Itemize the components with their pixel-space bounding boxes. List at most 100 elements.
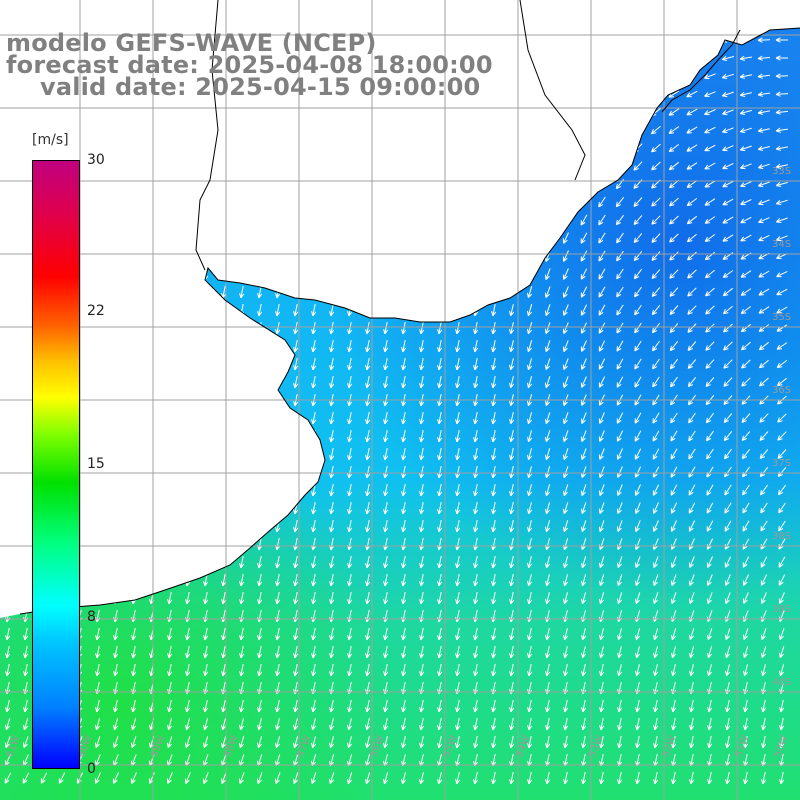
wind-arrow <box>329 250 335 263</box>
wind-arrow <box>473 646 479 659</box>
wind-arrow <box>616 340 624 352</box>
wind-arrow <box>562 250 569 262</box>
wind-arrow <box>437 430 443 443</box>
wind-arrow <box>365 286 371 299</box>
wind-arrow <box>95 178 101 191</box>
wind-arrow <box>760 592 767 604</box>
wind-arrow <box>545 628 551 641</box>
wind-arrow <box>293 250 299 263</box>
wind-arrow <box>221 412 227 425</box>
wind-arrow <box>365 412 371 425</box>
wind-arrow <box>545 645 551 659</box>
wind-arrow <box>562 304 569 316</box>
wind-arrow <box>131 664 137 677</box>
wind-arrow <box>598 448 605 460</box>
wind-arrow <box>23 250 29 263</box>
wind-arrow <box>275 699 281 713</box>
wind-arrow <box>599 718 605 731</box>
wind-arrow <box>23 322 29 335</box>
wind-arrow <box>383 502 389 515</box>
wind-arrow <box>365 772 371 785</box>
wind-arrow <box>5 160 11 173</box>
wind-arrow <box>95 628 101 641</box>
wind-arrow <box>275 556 281 569</box>
wind-arrow <box>653 646 659 659</box>
wind-arrow <box>275 196 281 209</box>
wind-arrow <box>23 466 29 479</box>
wind-arrow <box>634 322 642 334</box>
wind-arrow <box>491 232 497 245</box>
wind-arrow <box>437 304 443 317</box>
wind-arrow <box>617 646 623 659</box>
wind-arrow <box>580 304 588 316</box>
wind-arrow <box>509 124 515 137</box>
wind-arrow <box>635 574 641 587</box>
wind-arrow <box>635 736 641 749</box>
wind-arrow <box>777 413 787 423</box>
wind-arrow <box>311 196 317 209</box>
wind-arrow <box>760 628 767 641</box>
wind-arrow <box>635 592 641 605</box>
wind-arrow <box>5 699 11 713</box>
wind-arrow <box>383 304 389 317</box>
wind-arrow <box>455 628 461 641</box>
wind-arrow <box>544 52 551 64</box>
wind-arrow <box>742 574 749 586</box>
wind-arrow <box>668 36 680 44</box>
wind-arrow <box>437 214 443 227</box>
wind-arrow <box>329 142 335 155</box>
wind-arrow <box>95 430 101 443</box>
wind-arrow <box>455 178 461 191</box>
wind-arrow <box>239 520 245 533</box>
wind-arrow <box>760 520 768 532</box>
wind-arrow <box>275 124 281 137</box>
wind-arrow <box>419 466 425 479</box>
wind-arrow <box>401 772 407 785</box>
wind-arrow <box>185 592 191 605</box>
wind-arrow <box>95 484 101 497</box>
wind-arrow <box>742 520 750 532</box>
wind-arrow <box>635 502 641 514</box>
wind-arrow <box>778 556 786 568</box>
wind-arrow <box>221 772 227 784</box>
wind-arrow <box>775 217 788 223</box>
wind-arrow <box>383 358 389 371</box>
wind-arrow <box>635 718 641 731</box>
wind-arrow <box>527 412 533 425</box>
wind-arrow <box>5 358 11 371</box>
wind-arrow <box>671 772 677 785</box>
wind-arrow <box>670 484 678 496</box>
wind-arrow <box>704 234 716 242</box>
wind-arrow <box>203 718 209 731</box>
wind-arrow <box>329 268 335 281</box>
wind-arrow <box>221 376 227 389</box>
wind-arrow <box>580 448 587 460</box>
wind-arrow <box>131 232 137 245</box>
wind-arrow <box>166 772 173 784</box>
wind-arrow <box>203 196 209 209</box>
wind-arrow <box>238 772 245 784</box>
wind-arrow <box>185 268 191 281</box>
wind-arrow <box>113 268 119 281</box>
wind-arrow <box>5 214 11 227</box>
wind-arrow <box>347 412 353 425</box>
wind-arrow <box>131 142 137 155</box>
wind-arrow <box>491 664 497 677</box>
wind-arrow <box>131 178 137 191</box>
wind-arrow <box>473 502 479 515</box>
wind-arrow <box>455 592 461 605</box>
wind-arrow <box>437 772 443 785</box>
wind-arrow <box>562 502 569 515</box>
wind-arrow <box>221 124 227 137</box>
wind-arrow <box>221 664 227 677</box>
wind-arrow <box>653 574 659 587</box>
wind-arrow <box>599 772 605 785</box>
wind-arrow <box>634 448 642 460</box>
wind-arrow <box>562 232 569 244</box>
wind-arrow <box>688 502 696 514</box>
wind-arrow <box>419 232 425 245</box>
wind-arrow <box>473 232 479 245</box>
wind-arrow <box>758 288 770 296</box>
wind-arrow <box>616 250 624 262</box>
wind-arrow <box>365 718 371 731</box>
